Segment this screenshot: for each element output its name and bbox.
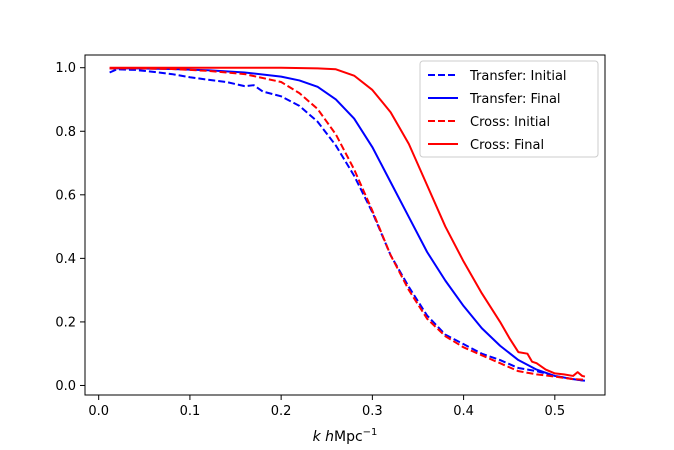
y-tick-label: 0.8	[55, 125, 76, 140]
x-tick-label: 0.4	[453, 404, 474, 419]
axes: 0.0 0.1 0.2 0.3 0.4 0.5 0.0 0.2 0.4 0.6 0.8 1.0	[55, 54, 606, 419]
x-tick-label: 0.5	[544, 404, 565, 419]
y-tick-label: 0.0	[55, 379, 76, 394]
series-line-4	[109, 66, 586, 378]
axes-frame	[84, 54, 606, 396]
legend-box	[419, 60, 599, 158]
x-axis-label-k: k	[313, 429, 322, 445]
y-tick-label: 0.2	[55, 315, 76, 330]
legend-label-2: Transfer: Final	[469, 92, 561, 107]
x-tick-label: 0.1	[180, 404, 201, 419]
plot-area	[109, 66, 586, 382]
legend-label-3: Cross: Initial	[470, 115, 550, 130]
legend: Transfer: Initial Transfer: Final Cross: I…	[419, 60, 599, 158]
x-tick-label: 0.2	[271, 404, 292, 419]
series-line-1	[109, 68, 586, 382]
series-line-2	[109, 67, 586, 382]
y-tick-label: 0.4	[55, 252, 76, 267]
x-axis-label: k hMpc−1	[313, 427, 378, 445]
x-axis-label-exponent: −1	[363, 427, 378, 438]
x-axis-label-h: h	[325, 429, 334, 445]
x-tick-label: 0.0	[88, 404, 109, 419]
x-axis-label-unit: Mpc	[334, 429, 363, 445]
x-tick-label: 0.3	[362, 404, 383, 419]
legend-label-4: Cross: Final	[470, 138, 544, 153]
series-line-3	[109, 67, 585, 381]
y-tick-label: 1.0	[55, 61, 76, 76]
y-tick-label: 0.6	[55, 188, 76, 203]
legend-label-1: Transfer: Initial	[469, 69, 567, 84]
